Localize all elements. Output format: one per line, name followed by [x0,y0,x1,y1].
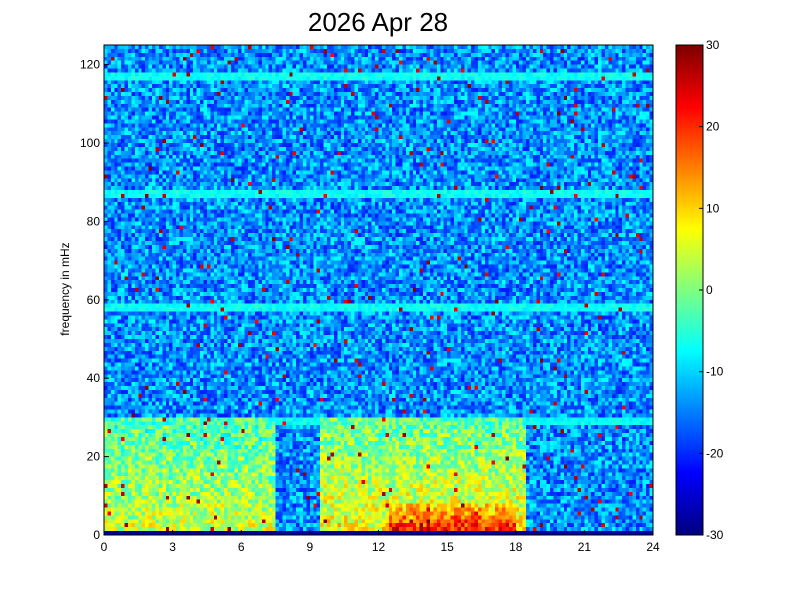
x-axis-ticks: 0 3 6 9 12 15 18 21 24 [101,530,660,554]
x-tick-label: 24 [646,540,660,554]
y-tick-label: 120 [80,58,100,72]
colorbar-tick-label: 30 [706,38,720,52]
x-tick-label: 3 [169,540,176,554]
y-tick-label: 60 [87,293,101,307]
plot-area: 0 3 6 9 12 15 18 21 24 0 20 40 60 80 100 120 [80,44,660,554]
y-tick-label: 20 [87,450,101,464]
chart-title: 2026 Apr 28 [308,7,448,37]
colorbar-tick-label: 10 [706,201,720,215]
y-tick-label: 40 [87,371,101,385]
heatmap-image [104,45,653,535]
x-tick-label: 9 [307,540,314,554]
y-tick-label: 100 [80,136,100,150]
x-tick-label: 12 [372,540,386,554]
colorbar-tick-label: -20 [706,446,724,460]
x-tick-label: 18 [509,540,523,554]
y-tick-label: 0 [93,528,100,542]
x-tick-label: 21 [578,540,592,554]
colorbar-gradient [676,45,703,535]
y-tick-label: 80 [87,214,101,228]
x-tick-label: 15 [440,540,454,554]
x-tick-label: 0 [101,540,108,554]
colorbar-ticks: 30 20 10 0 -10 -20 -30 [699,38,724,542]
colorbar-tick-label: -30 [706,528,724,542]
y-axis-ticks: 0 20 40 60 80 100 120 [80,58,109,542]
y-axis-label: frequency in mHz [58,242,72,335]
colorbar-tick-label: 20 [706,120,720,134]
x-tick-label: 6 [238,540,245,554]
colorbar-tick-label: -10 [706,365,724,379]
colorbar-tick-label: 0 [706,283,713,297]
colorbar: 30 20 10 0 -10 -20 -30 [675,38,724,542]
